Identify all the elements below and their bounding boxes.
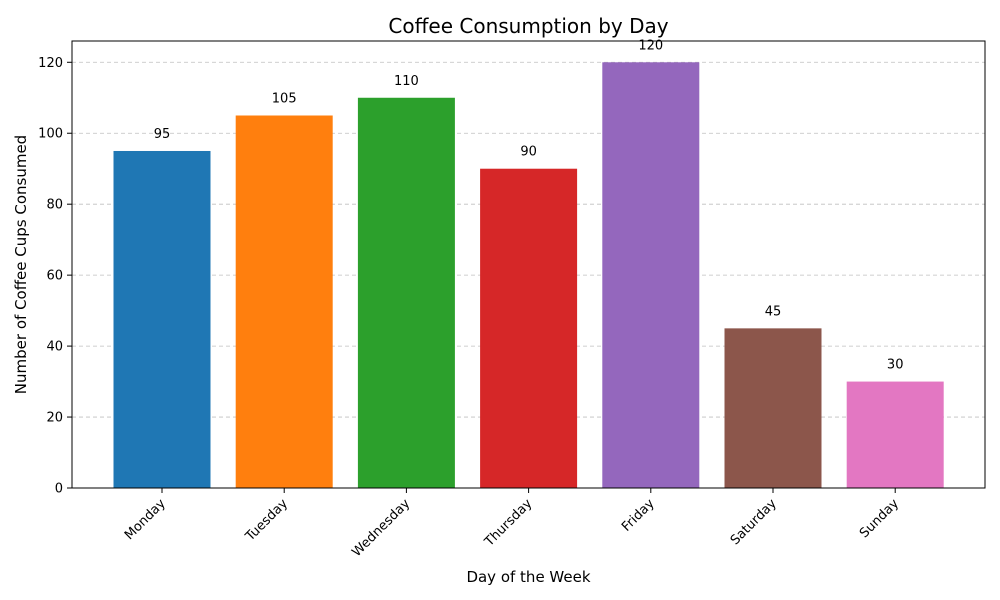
- y-tick-label: 20: [46, 411, 63, 426]
- y-tick-label: 40: [46, 340, 63, 355]
- y-axis-ticks: 0 20 40 60 80 100 120: [38, 56, 72, 497]
- bar-wednesday: [357, 97, 455, 488]
- data-label: 45: [765, 304, 782, 319]
- x-axis-title: Day of the Week: [466, 568, 590, 586]
- bar-tuesday: [235, 115, 333, 488]
- bar-friday: [602, 62, 700, 489]
- data-label: 30: [887, 358, 904, 373]
- data-label: 105: [272, 92, 297, 107]
- y-tick-label: 120: [38, 56, 63, 71]
- bar-saturday: [724, 328, 822, 488]
- y-axis-title: Number of Coffee Cups Consumed: [12, 135, 30, 394]
- data-label: 110: [394, 74, 419, 89]
- y-tick-label: 100: [38, 127, 63, 142]
- data-labels: 95 105 110 90 120 45 30: [154, 38, 904, 372]
- bar-sunday: [846, 381, 944, 488]
- y-tick-label: 80: [46, 198, 63, 213]
- chart-title: Coffee Consumption by Day: [388, 14, 668, 38]
- y-tick-label: 0: [55, 482, 63, 497]
- data-label: 95: [154, 127, 171, 142]
- bar-monday: [113, 150, 211, 488]
- y-tick-label: 60: [46, 269, 63, 284]
- data-label: 90: [520, 145, 537, 160]
- bars: [113, 62, 944, 489]
- bar-thursday: [480, 168, 578, 488]
- data-label: 120: [638, 38, 663, 53]
